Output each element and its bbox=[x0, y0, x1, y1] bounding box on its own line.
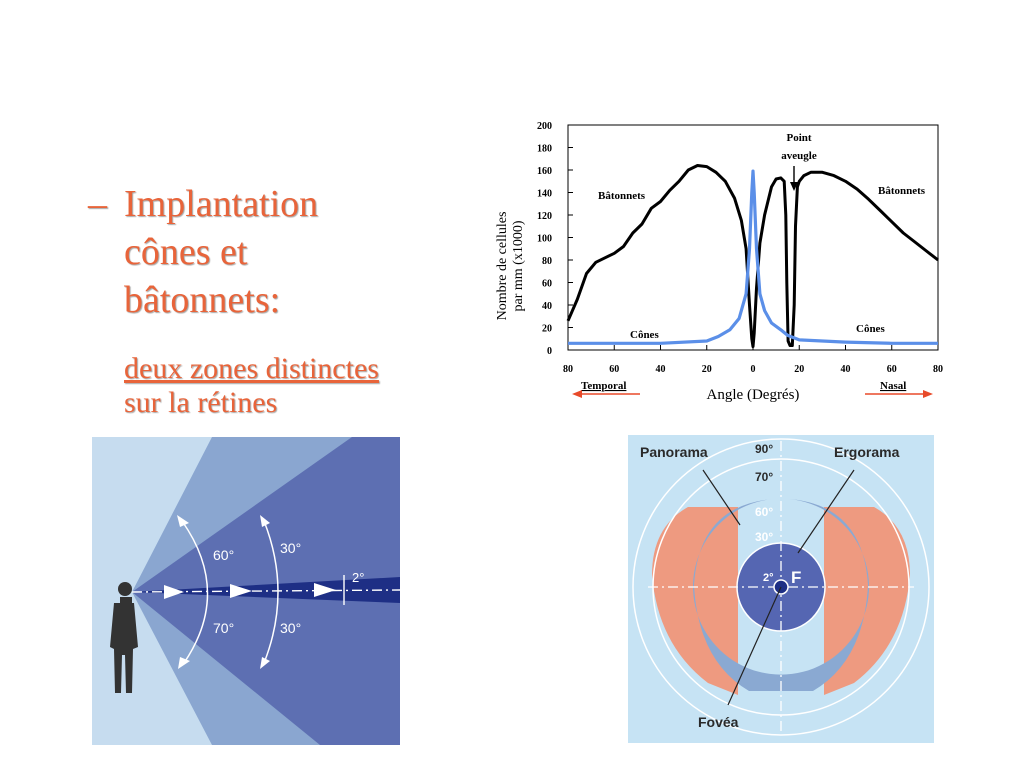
y-tick-label: 100 bbox=[537, 234, 552, 245]
subtext: deux zones distinctes sur la rétines bbox=[124, 352, 448, 420]
panorama-pointer bbox=[702, 469, 741, 526]
sight-arrow-1 bbox=[164, 585, 184, 599]
arc-60-70-tip-top bbox=[177, 515, 189, 527]
angle-30-top-label: 30° bbox=[280, 540, 301, 556]
subtext-line-2: sur la rétines bbox=[124, 386, 278, 419]
side-view-field-diagram: 60° 30° 2° 70° 30° bbox=[92, 437, 400, 745]
rods-right-label: Bâtonnets bbox=[878, 185, 926, 197]
temporal-arrow-head bbox=[572, 390, 582, 398]
cones-left-label: Cônes bbox=[630, 329, 659, 341]
chart-series-group bbox=[566, 164, 939, 349]
x-tick-label: 40 bbox=[841, 364, 851, 375]
ring-60-label: 60° bbox=[755, 505, 773, 519]
fovea-label: Fovéa bbox=[698, 714, 739, 730]
arc-30-30 bbox=[263, 520, 279, 664]
bullet-heading: – Implantation cônes et bâtonnets: bbox=[88, 180, 448, 324]
heading-line-1: Implantation bbox=[124, 183, 319, 225]
y-tick-label: 0 bbox=[547, 346, 552, 357]
x-tick-label: 0 bbox=[751, 364, 756, 375]
nasal-label: Nasal bbox=[880, 380, 906, 392]
angle-60-label: 60° bbox=[213, 547, 234, 563]
blind-spot-label-line-1: Point bbox=[786, 132, 811, 144]
x-tick-label: 60 bbox=[887, 364, 897, 375]
y-tick-label: 180 bbox=[537, 144, 552, 155]
angle-70-label: 70° bbox=[213, 620, 234, 636]
fovea-beam bbox=[132, 577, 400, 603]
fovea-pointer bbox=[727, 586, 782, 706]
x-tick-label: 60 bbox=[609, 364, 619, 375]
slide-text-block: – Implantation cônes et bâtonnets: deux … bbox=[88, 180, 448, 420]
arc-30-30-tip-bottom bbox=[260, 657, 270, 669]
heading-line-3: bâtonnets: bbox=[124, 279, 281, 321]
blind-spot-label-line-2: aveugle bbox=[781, 150, 817, 162]
y-axis-label-line-2: par mm (x1000) bbox=[511, 220, 526, 311]
sight-arrow-2 bbox=[230, 584, 252, 598]
x-tick-label: 80 bbox=[563, 364, 573, 375]
y-tick-label: 160 bbox=[537, 166, 552, 177]
y-tick-label: 60 bbox=[542, 279, 552, 290]
fovea-center-label: F bbox=[791, 568, 801, 587]
x-tick-label: 80 bbox=[933, 364, 943, 375]
ring-2-label: 2° bbox=[763, 572, 774, 584]
ring-30-label: 30° bbox=[755, 530, 773, 544]
arc-30-30-tip-top bbox=[260, 515, 270, 527]
angle-2-label: 2° bbox=[352, 570, 364, 585]
rods-left-label: Bâtonnets bbox=[598, 190, 646, 202]
x-tick-label: 20 bbox=[702, 364, 712, 375]
ring-70-label: 70° bbox=[755, 470, 773, 484]
y-tick-label: 80 bbox=[542, 256, 552, 267]
frontal-field-diagram: Panorama Ergorama Fovéa 90° 70° 60° 30° … bbox=[628, 435, 934, 743]
arc-60-70-tip-bottom bbox=[178, 657, 190, 669]
subtext-line-1: deux zones distinctes bbox=[124, 352, 379, 385]
person-silhouette bbox=[110, 582, 138, 693]
y-tick-label: 120 bbox=[537, 211, 552, 222]
angle-30-bottom-label: 30° bbox=[280, 620, 301, 636]
arc-60-70 bbox=[181, 520, 209, 664]
panorama-label: Panorama bbox=[640, 444, 708, 460]
rods-series-line bbox=[566, 164, 939, 349]
temporal-label: Temporal bbox=[581, 380, 626, 392]
y-tick-label: 200 bbox=[537, 121, 552, 132]
ring-90 bbox=[632, 438, 930, 736]
cones-right-label: Cônes bbox=[856, 323, 885, 335]
y-axis-ticks: 0 20 40 60 80 100 120 140 160 180 200 bbox=[537, 121, 573, 357]
y-axis-label-line-1: Nombre de cellules bbox=[495, 212, 510, 321]
sight-arrow-3 bbox=[314, 583, 336, 597]
bullet-dash: – bbox=[88, 183, 107, 225]
cones-series-line bbox=[568, 169, 938, 345]
y-tick-label: 140 bbox=[537, 189, 552, 200]
ergorama-label: Ergorama bbox=[834, 444, 900, 460]
blind-spot-arrow-head bbox=[790, 182, 798, 191]
y-tick-label: 40 bbox=[542, 301, 552, 312]
x-tick-label: 40 bbox=[656, 364, 666, 375]
x-tick-label: 20 bbox=[794, 364, 804, 375]
ring-90-label: 90° bbox=[755, 442, 773, 456]
ergorama-pointer bbox=[797, 469, 855, 554]
x-axis-label: Angle (Degrés) bbox=[707, 387, 800, 403]
nasal-arrow-head bbox=[923, 390, 933, 398]
x-axis-ticks: 80 60 40 20 0 20 40 60 80 bbox=[563, 345, 943, 375]
plot-frame bbox=[567, 124, 939, 351]
y-tick-label: 20 bbox=[542, 324, 552, 335]
heading-line-2: cônes et bbox=[124, 231, 248, 273]
